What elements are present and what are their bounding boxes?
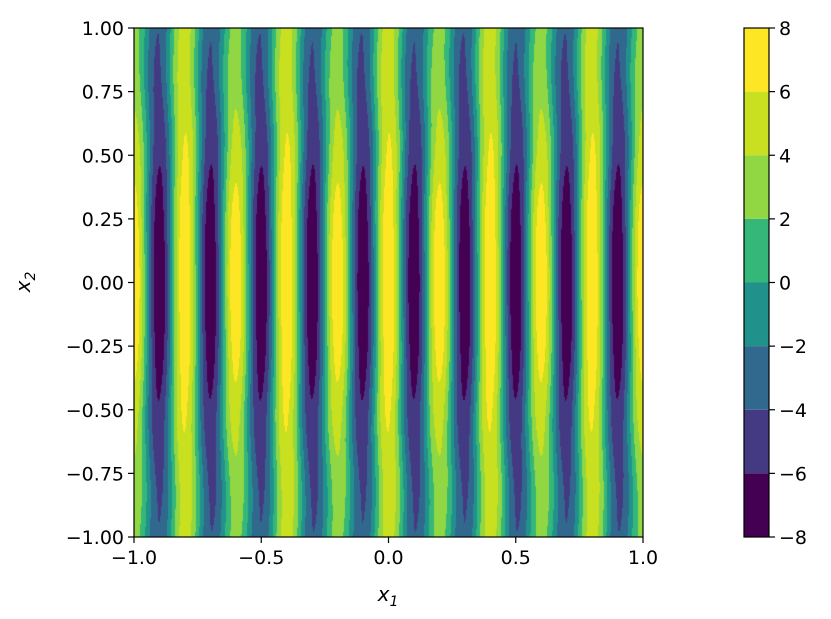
colorbar-tick-label: −6 [779, 463, 807, 485]
colorbar-band [744, 155, 769, 219]
colorbar-tick-label: −2 [779, 336, 807, 358]
colorbar-tick-label: 6 [779, 82, 791, 104]
y-tick-label: 0.50 [82, 145, 124, 167]
colorbar-band [744, 218, 769, 283]
y-tick-label: −1.00 [66, 527, 124, 549]
x-tick-label: −0.5 [238, 547, 284, 569]
colorbar-tick-label: 0 [779, 273, 791, 295]
colorbar-band [744, 28, 769, 92]
colorbar-tick-label: 8 [779, 18, 791, 40]
y-tick-label: 0.00 [82, 273, 124, 295]
x-axis-label: x1 [377, 582, 399, 610]
y-tick-label: −0.75 [66, 463, 124, 485]
y-tick-label: 0.25 [82, 209, 124, 231]
colorbar-band [744, 473, 769, 537]
colorbar-ticks: 8 6 4 2 0 −2 −4 −6 −8 [769, 18, 807, 549]
colorbar-tick-label: −4 [779, 400, 807, 422]
y-tick-label: 0.75 [82, 82, 124, 104]
colorbar-band [744, 282, 769, 347]
colorbar-tick-label: −8 [779, 527, 807, 549]
colorbar [744, 28, 769, 537]
colorbar-band [744, 91, 769, 156]
contour-canvas [134, 28, 643, 537]
x-tick-label: 0.5 [501, 547, 531, 569]
colorbar-tick-label: 2 [779, 209, 791, 231]
x-tick-label: 1.0 [628, 547, 658, 569]
y-axis-label: x2 [11, 272, 39, 294]
colorbar-band [744, 346, 769, 410]
y-tick-label: −0.50 [66, 400, 124, 422]
y-axis: 1.00 0.75 0.50 0.25 0.00 −0.25 −0.50 −0.75 −1.00 [66, 18, 134, 549]
x-tick-label: 0.0 [373, 547, 403, 569]
colorbar-tick-label: 4 [779, 145, 791, 167]
y-tick-label: −0.25 [66, 336, 124, 358]
y-tick-label: 1.00 [82, 18, 124, 40]
x-tick-label: −1.0 [111, 547, 157, 569]
contour-field [134, 28, 643, 537]
colorbar-band [744, 409, 769, 474]
x-axis: −1.0 −0.5 0.0 0.5 1.0 [111, 537, 658, 569]
